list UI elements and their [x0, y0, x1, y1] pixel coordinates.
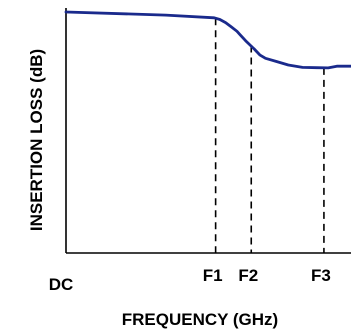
- marker-labels: F1 F2 F3: [203, 266, 331, 285]
- marker-lines: [214, 18, 325, 253]
- x-tick-f1: F1: [203, 266, 223, 285]
- series-line-insertion-loss: [64, 10, 351, 70]
- x-tick-dc: DC: [49, 275, 74, 294]
- x-axis-label: FREQUENCY (GHz): [122, 310, 278, 329]
- plot-area: [64, 8, 351, 254]
- y-axis-label: INSERTION LOSS (dB): [27, 49, 46, 231]
- x-tick-f2: F2: [238, 266, 258, 285]
- x-tick-f3: F3: [311, 266, 331, 285]
